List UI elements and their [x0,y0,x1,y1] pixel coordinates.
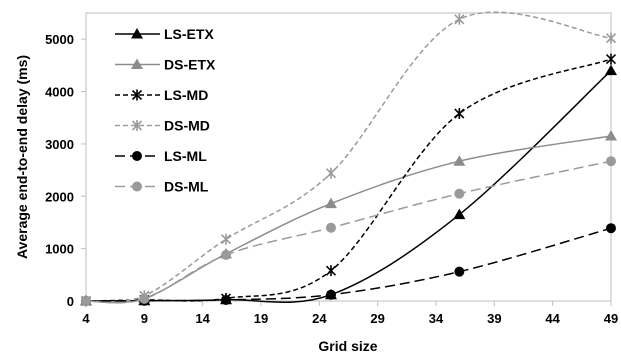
x-tick-label: 4 [82,311,90,326]
series-group [80,11,617,307]
data-point [454,188,465,199]
data-point [454,108,465,120]
x-tick-label: 19 [254,311,268,326]
data-point [453,208,466,220]
data-point [453,155,466,166]
data-point [326,289,336,300]
y-tick-label: 5000 [45,32,74,47]
legend-marker [132,151,142,161]
series-line [85,11,612,303]
y-tick-label: 4000 [45,85,74,100]
legend-item-ds-etx: DS-ETX [115,57,216,73]
legend-item-ls-md: LS-MD [115,87,208,103]
series-ds-ml [81,156,616,306]
legend-marker [131,120,143,131]
legend-marker [131,28,143,39]
data-point [605,32,617,44]
x-axis-title: Grid size [318,338,377,354]
series-line [85,160,612,304]
data-point [221,249,231,260]
data-point [606,223,616,234]
data-point [326,222,336,233]
x-tick-label: 39 [487,311,501,326]
legend-item-ds-md: DS-MD [115,118,210,134]
x-tick-label: 49 [604,311,618,326]
data-point [81,296,91,306]
data-point [325,197,337,209]
legend-item-ls-ml: LS-ML [115,148,207,164]
legend-marker [131,89,143,101]
data-point [454,13,465,25]
legend-item-ls-etx: LS-ETX [115,26,214,42]
legend-marker [131,58,143,69]
data-point [605,130,617,141]
y-tick-label: 2000 [45,189,74,204]
x-tick-label: 9 [141,311,148,326]
data-point [606,156,616,167]
data-point [454,266,465,277]
legend-label: DS-ML [164,179,209,195]
x-tick-label: 34 [429,311,444,326]
data-point [325,265,337,277]
x-tick-label: 44 [545,311,560,326]
data-point [325,167,337,179]
y-tick-label: 1000 [45,242,74,257]
x-tick-label: 14 [195,311,210,326]
data-point [139,293,150,304]
legend-marker [132,181,142,192]
y-tick-label: 3000 [45,137,74,152]
y-axis-title: Average end-to-end delay (ms) [14,55,30,259]
legend-label: LS-MD [164,87,208,103]
data-point [605,64,617,76]
x-tick-label: 29 [370,311,384,326]
y-tick-label: 0 [67,294,74,309]
data-point [221,294,231,305]
data-point [605,53,617,65]
x-tick-label: 24 [312,311,327,326]
legend: LS-ETX DS-ETX LS-MD DS-MD LS-ML DS-ML [115,26,216,195]
legend-label: DS-ETX [164,57,216,73]
legend-label: LS-ML [164,148,207,164]
legend-item-ds-ml: DS-ML [115,179,209,195]
legend-label: DS-MD [164,118,210,134]
data-point [220,233,232,245]
legend-label: LS-ETX [164,26,214,42]
